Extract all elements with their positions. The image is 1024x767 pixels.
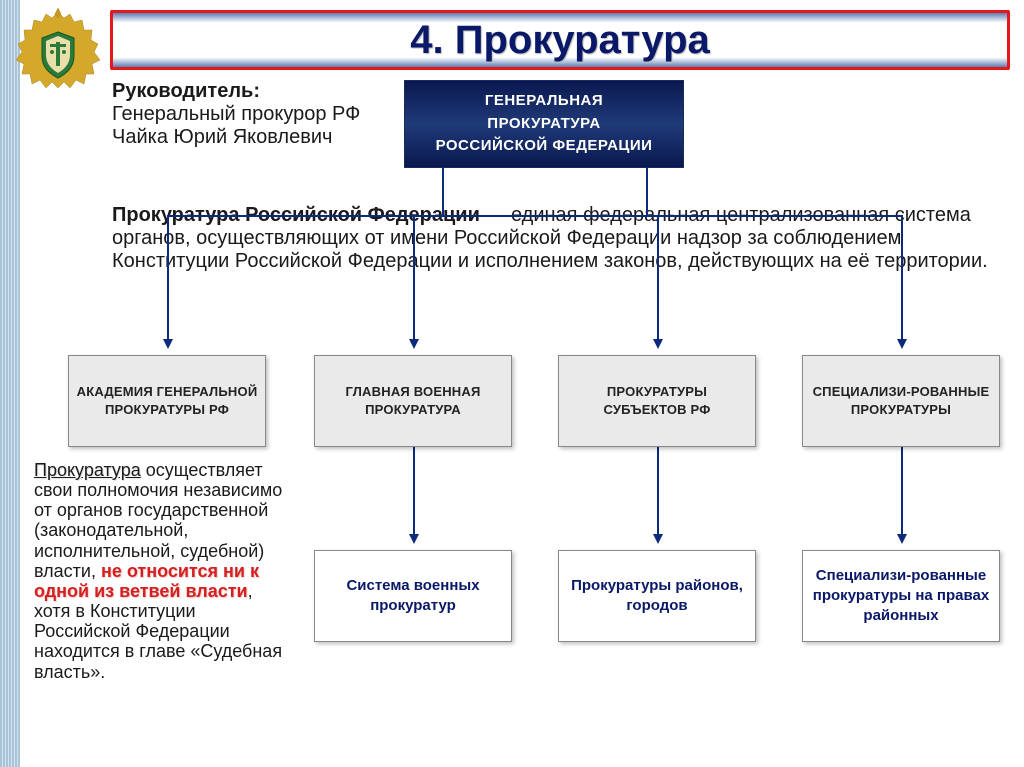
footer-note: Прокуратура осуществляет свои полномочия… — [34, 460, 294, 682]
footer-hl1: Прокуратура — [34, 460, 141, 480]
content-area: Руководитель: Генеральный прокурор РФ Ча… — [34, 80, 1010, 757]
root-node-l3: РОССИЙСКОЙ ФЕДЕРАЦИИ — [436, 135, 653, 158]
title-bar: 4. Прокуратура — [110, 10, 1010, 70]
root-node: ГЕНЕРАЛЬНАЯ ПРОКУРАТУРА РОССИЙСКОЙ ФЕДЕР… — [404, 80, 684, 168]
leader-label: Руководитель: — [112, 80, 260, 102]
root-node-l1: ГЕНЕРАЛЬНАЯ — [485, 90, 603, 113]
leader-block: Руководитель: Генеральный прокурор РФ Ча… — [112, 80, 372, 149]
leader-value: Генеральный прокурор РФ Чайка Юрий Яковл… — [112, 103, 360, 148]
level1-node: ГЛАВНАЯ ВОЕННАЯ ПРОКУРАТУРА — [314, 355, 512, 447]
level1-node: АКАДЕМИЯ ГЕНЕРАЛЬНОЙ ПРОКУРАТУРЫ РФ — [68, 355, 266, 447]
level2-node: Система военных прокуратур — [314, 550, 512, 642]
root-node-l2: ПРОКУРАТУРА — [487, 113, 600, 136]
level2-node: Прокуратуры районов, городов — [558, 550, 756, 642]
level1-node: ПРОКУРАТУРЫ СУБЪЕКТОВ РФ — [558, 355, 756, 447]
decorative-stripe — [0, 0, 20, 767]
diagram-row-1: АКАДЕМИЯ ГЕНЕРАЛЬНОЙ ПРОКУРАТУРЫ РФ ГЛАВН… — [34, 355, 1010, 475]
emblem-icon — [8, 4, 108, 104]
level1-node: СПЕЦИАЛИЗИ-РОВАННЫЕ ПРОКУРАТУРЫ — [802, 355, 1000, 447]
page-title: 4. Прокуратура — [410, 18, 710, 63]
level2-node: Специализи-рованные прокуратуры на права… — [802, 550, 1000, 642]
